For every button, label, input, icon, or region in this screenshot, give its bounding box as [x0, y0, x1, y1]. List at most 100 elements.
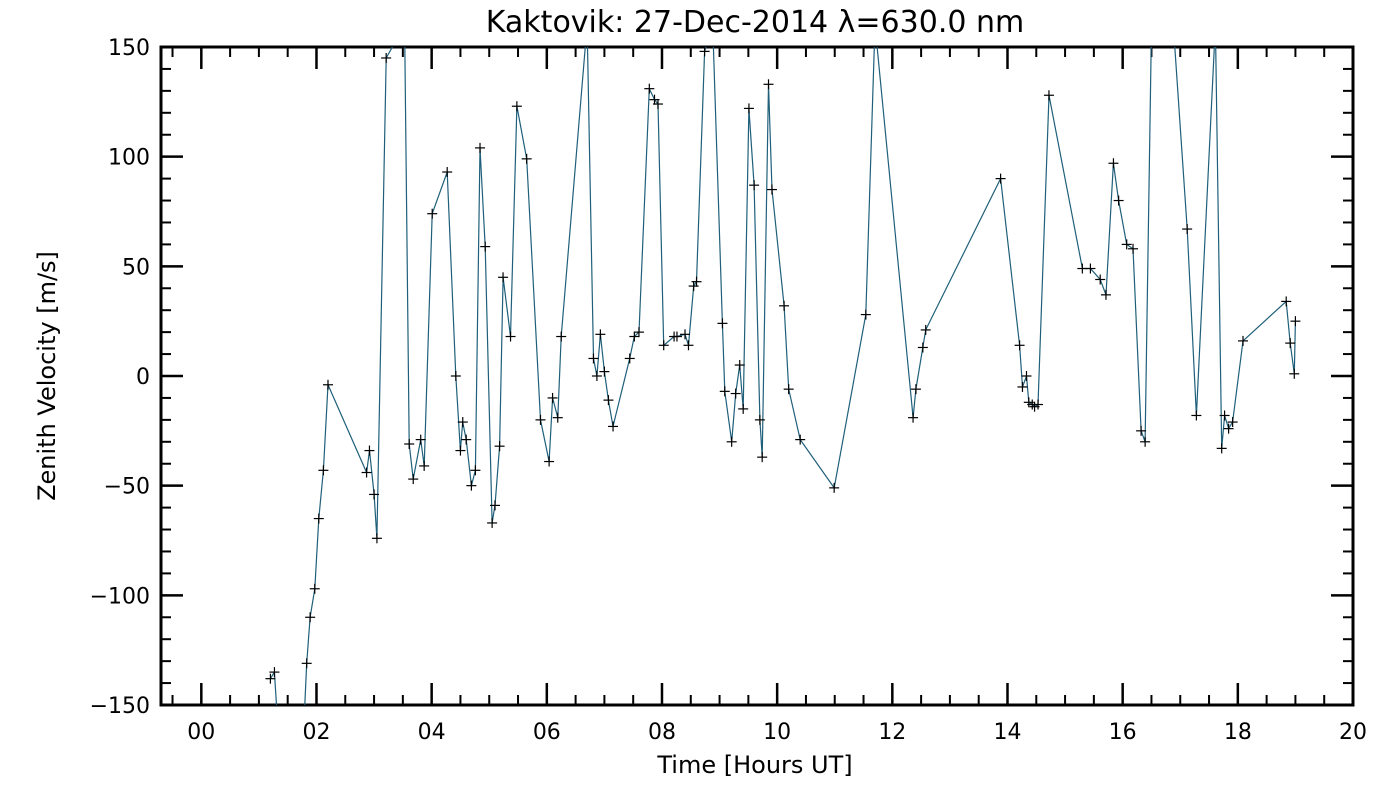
data-point-marker [556, 331, 567, 342]
x-tick-label: 12 [878, 720, 906, 745]
y-tick-label: −150 [90, 694, 150, 719]
data-point-marker [995, 173, 1006, 184]
data-point-marker [1238, 335, 1249, 346]
data-point-marker [415, 434, 426, 445]
data-point-marker [920, 324, 931, 335]
y-tick-label: 50 [122, 255, 150, 280]
data-point-marker [591, 371, 602, 381]
x-tick-label: 08 [648, 720, 676, 745]
data-point-marker [588, 353, 599, 364]
data-point-marker [1085, 263, 1096, 274]
data-point-marker [699, 47, 710, 57]
data-point-marker [719, 386, 730, 397]
y-axis-ticks [161, 45, 1353, 707]
data-point-marker [419, 460, 430, 471]
data-point-marker [1191, 410, 1202, 421]
data-point-marker [1108, 158, 1119, 169]
data-point-marker [1021, 371, 1032, 381]
data-point-marker [301, 658, 312, 669]
data-point-marker [910, 384, 921, 395]
data-point-marker [1285, 338, 1296, 349]
data-point-marker [442, 167, 453, 178]
data-point-marker [1136, 425, 1147, 436]
data-point-marker [461, 434, 472, 445]
data-point-marker [470, 465, 481, 476]
data-point-marker [1223, 423, 1234, 434]
y-tick-label: −50 [104, 475, 150, 500]
data-point-marker [1113, 195, 1124, 206]
data-point-marker [1128, 243, 1139, 254]
y-tick-label: −100 [90, 584, 150, 609]
data-point-marker [629, 331, 640, 342]
data-point-marker [688, 281, 699, 292]
data-point-marker [466, 480, 477, 491]
series-lines [269, 47, 1296, 705]
data-point-marker [455, 445, 466, 456]
data-point-marker [269, 667, 280, 678]
data-point-marker [494, 441, 505, 452]
data-point-marker [489, 500, 500, 511]
data-point-marker [427, 208, 438, 219]
data-point-marker [599, 366, 610, 377]
data-point-marker [322, 379, 333, 390]
data-point-marker [633, 327, 644, 338]
y-axis-tick-labels: 150 100 50 0 −50 −100 −150 [90, 36, 150, 719]
data-point-marker [305, 612, 316, 623]
chart-title: Kaktovik: 27-Dec-2014 λ=630.0 nm [486, 5, 1024, 40]
data-point-marker [1216, 443, 1227, 454]
y-axis-title: Zenith Velocity [m/s] [33, 251, 61, 501]
data-point-marker [595, 329, 606, 340]
data-point-marker [734, 360, 745, 371]
data-point-marker [652, 99, 663, 110]
data-point-marker [369, 489, 380, 500]
data-point-marker [671, 331, 682, 342]
x-tick-label: 00 [187, 720, 215, 745]
x-axis-title: Time [Hours UT] [656, 751, 852, 779]
data-point-marker [475, 142, 486, 153]
data-point-marker [313, 513, 324, 524]
data-point-marker [860, 309, 871, 320]
data-point-marker [450, 371, 461, 381]
data-point-marker [691, 276, 702, 287]
data-point-marker [364, 445, 375, 456]
data-point-marker [608, 421, 619, 432]
x-tick-label: 02 [302, 720, 330, 745]
data-point-marker [730, 388, 741, 399]
data-point-marker [1140, 436, 1151, 447]
data-point-marker [726, 436, 737, 447]
data-point-marker [361, 467, 372, 478]
data-point-marker [717, 318, 728, 329]
data-point-marker [381, 52, 392, 63]
data-point-marker [738, 403, 749, 414]
data-point-marker [408, 474, 419, 485]
data-point-marker [603, 395, 614, 406]
y-tick-label: 0 [136, 365, 150, 390]
data-point-marker [457, 417, 468, 428]
data-point-marker [1121, 239, 1132, 250]
data-point-marker [783, 384, 794, 395]
data-point-marker [1227, 417, 1238, 428]
data-point-marker [544, 456, 555, 467]
data-point-marker [535, 414, 546, 425]
data-point-marker [1014, 340, 1025, 351]
data-point-marker [917, 342, 928, 353]
y-tick-label: 100 [108, 146, 150, 171]
x-axis-tick-labels: 00 02 04 06 08 10 12 14 16 18 20 [187, 720, 1367, 745]
data-point-marker [404, 438, 415, 449]
data-point-marker [318, 465, 329, 476]
data-point-marker [521, 153, 532, 164]
data-point-marker [658, 340, 669, 351]
data-point-marker [1033, 399, 1044, 410]
series-markers [265, 47, 1301, 684]
data-point-marker [511, 101, 522, 112]
x-axis-ticks [171, 47, 1355, 705]
data-point-marker [552, 412, 563, 423]
data-point-marker [371, 533, 382, 544]
data-point-marker [624, 353, 635, 364]
data-point-marker [743, 103, 754, 114]
data-point-marker [908, 412, 919, 423]
data-point-marker [487, 517, 498, 528]
data-point-marker [763, 79, 774, 90]
series-line [269, 47, 1296, 705]
data-point-marker [795, 434, 806, 445]
